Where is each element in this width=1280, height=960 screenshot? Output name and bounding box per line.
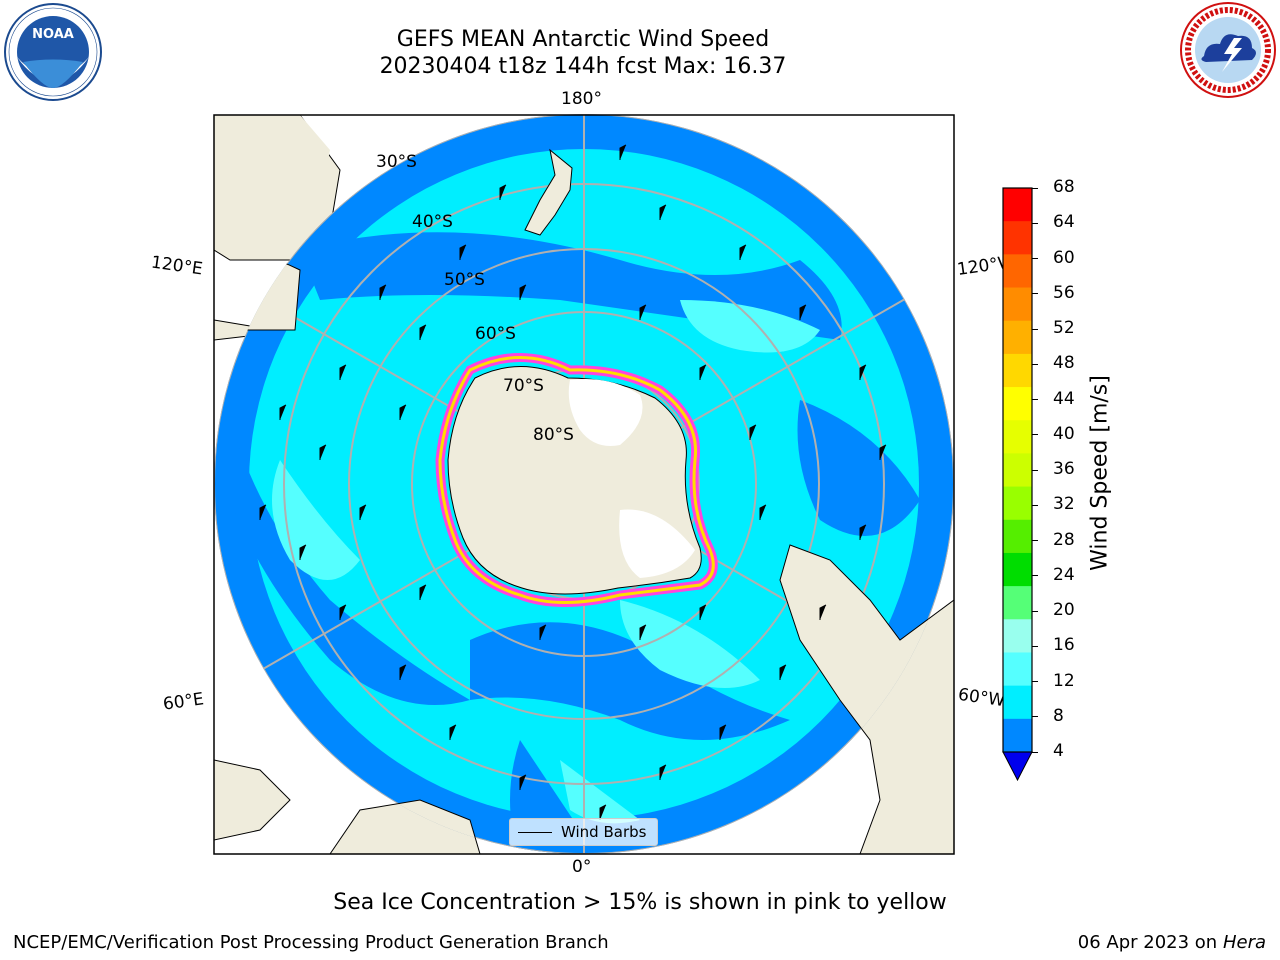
colorbar-tick-mark [1032, 222, 1038, 224]
lat-label-60s: 60°S [475, 324, 516, 344]
colorbar-tick-label: 36 [1053, 459, 1075, 479]
lat-label-70s: 70°S [503, 376, 544, 396]
lat-label-30s: 30°S [376, 152, 417, 172]
colorbar-segment [1003, 718, 1032, 753]
colorbar-segment [1003, 254, 1032, 289]
colorbar-tick-label: 60 [1053, 247, 1075, 268]
footer-date-text: 06 Apr 2023 on [1077, 932, 1223, 953]
colorbar-segment [1003, 221, 1032, 255]
legend-line-icon [518, 832, 552, 833]
colorbar-tick-mark [1032, 434, 1038, 436]
colorbar-tick-mark [1032, 258, 1038, 259]
colorbar-tick-mark [1032, 504, 1038, 506]
colorbar-tick-label: 40 [1053, 423, 1075, 444]
colorbar-tick-mark [1032, 610, 1038, 612]
colorbar-tick-label: 68 [1053, 177, 1075, 197]
colorbar-tick-mark [1032, 363, 1038, 365]
colorbar-tick-label: 12 [1053, 670, 1075, 691]
colorbar-segment [1003, 552, 1032, 587]
colorbar-tick-label: 4 [1053, 741, 1064, 761]
colorbar-segment [1003, 188, 1032, 222]
colorbar-segment [1003, 486, 1032, 521]
map-legend: Wind Barbs [509, 818, 658, 846]
wind-speed-field [214, 114, 954, 854]
colorbar-tick-mark [1032, 293, 1038, 295]
colorbar-tick-label: 20 [1053, 600, 1075, 620]
colorbar-segment [1003, 685, 1032, 720]
colorbar-segment [1003, 586, 1032, 620]
footer-date: 06 Apr 2023 on Hera [1078, 932, 1266, 953]
colorbar-tick-label: 8 [1053, 705, 1064, 726]
colorbar-segment [1003, 287, 1032, 322]
lon-label-0: 0° [572, 857, 592, 877]
lat-label-40s: 40°S [412, 212, 453, 232]
footer-branch: NCEP/EMC/Verification Post Processing Pr… [13, 932, 609, 953]
colorbar-segment [1003, 619, 1032, 653]
noaa-logo: NOAA [3, 2, 103, 102]
colorbar-tick-mark [1032, 399, 1038, 400]
colorbar-segment [1003, 320, 1032, 355]
colorbar [1002, 187, 1033, 782]
colorbar-tick-mark [1032, 469, 1038, 471]
colorbar-tick-mark [1032, 681, 1038, 682]
footer-machine: Hera [1222, 932, 1266, 953]
colorbar-tick-label: 56 [1053, 282, 1075, 303]
colorbar-tick-label: 24 [1053, 564, 1075, 585]
nws-logo [1176, 0, 1280, 100]
colorbar-tick-label: 28 [1053, 529, 1075, 550]
colorbar-segment [1003, 420, 1032, 454]
colorbar-tick-mark [1032, 540, 1038, 541]
colorbar-segment [1003, 519, 1032, 554]
colorbar-tick-mark [1032, 716, 1038, 718]
lon-label-180: 180° [561, 89, 602, 109]
lat-label-80s: 80°S [533, 425, 574, 445]
sea-ice-caption: Sea Ice Concentration > 15% is shown in … [333, 890, 947, 915]
chart-title: GEFS MEAN Antarctic Wind Speed [396, 27, 770, 52]
map-frame [213, 114, 955, 855]
colorbar-label: Wind Speed [m/s] [1087, 375, 1113, 571]
colorbar-tick-mark [1032, 751, 1038, 753]
colorbar-segment [1003, 387, 1032, 421]
colorbar-tick-label: 52 [1053, 318, 1075, 338]
lat-label-50s: 50°S [444, 270, 485, 290]
legend-label: Wind Barbs [561, 823, 647, 841]
svg-text:NOAA: NOAA [32, 27, 74, 42]
colorbar-segment [1003, 652, 1032, 687]
colorbar-tick-mark [1032, 187, 1038, 189]
colorbar-tick-label: 44 [1053, 388, 1075, 409]
colorbar-tick-mark [1032, 575, 1038, 577]
colorbar-extend-arrow [1002, 751, 1033, 782]
colorbar-tick-label: 16 [1053, 635, 1075, 656]
colorbar-segment [1003, 453, 1032, 488]
colorbar-tick-label: 48 [1053, 353, 1075, 374]
colorbar-tick-label: 32 [1053, 494, 1075, 515]
wind-barbs [259, 144, 887, 820]
colorbar-tick-label: 64 [1053, 212, 1075, 233]
colorbar-tick-mark [1032, 328, 1038, 330]
colorbar-segment [1003, 353, 1032, 388]
colorbar-tick-mark [1032, 645, 1038, 647]
chart-subtitle: 20230404 t18z 144h fcst Max: 16.37 [379, 54, 787, 79]
